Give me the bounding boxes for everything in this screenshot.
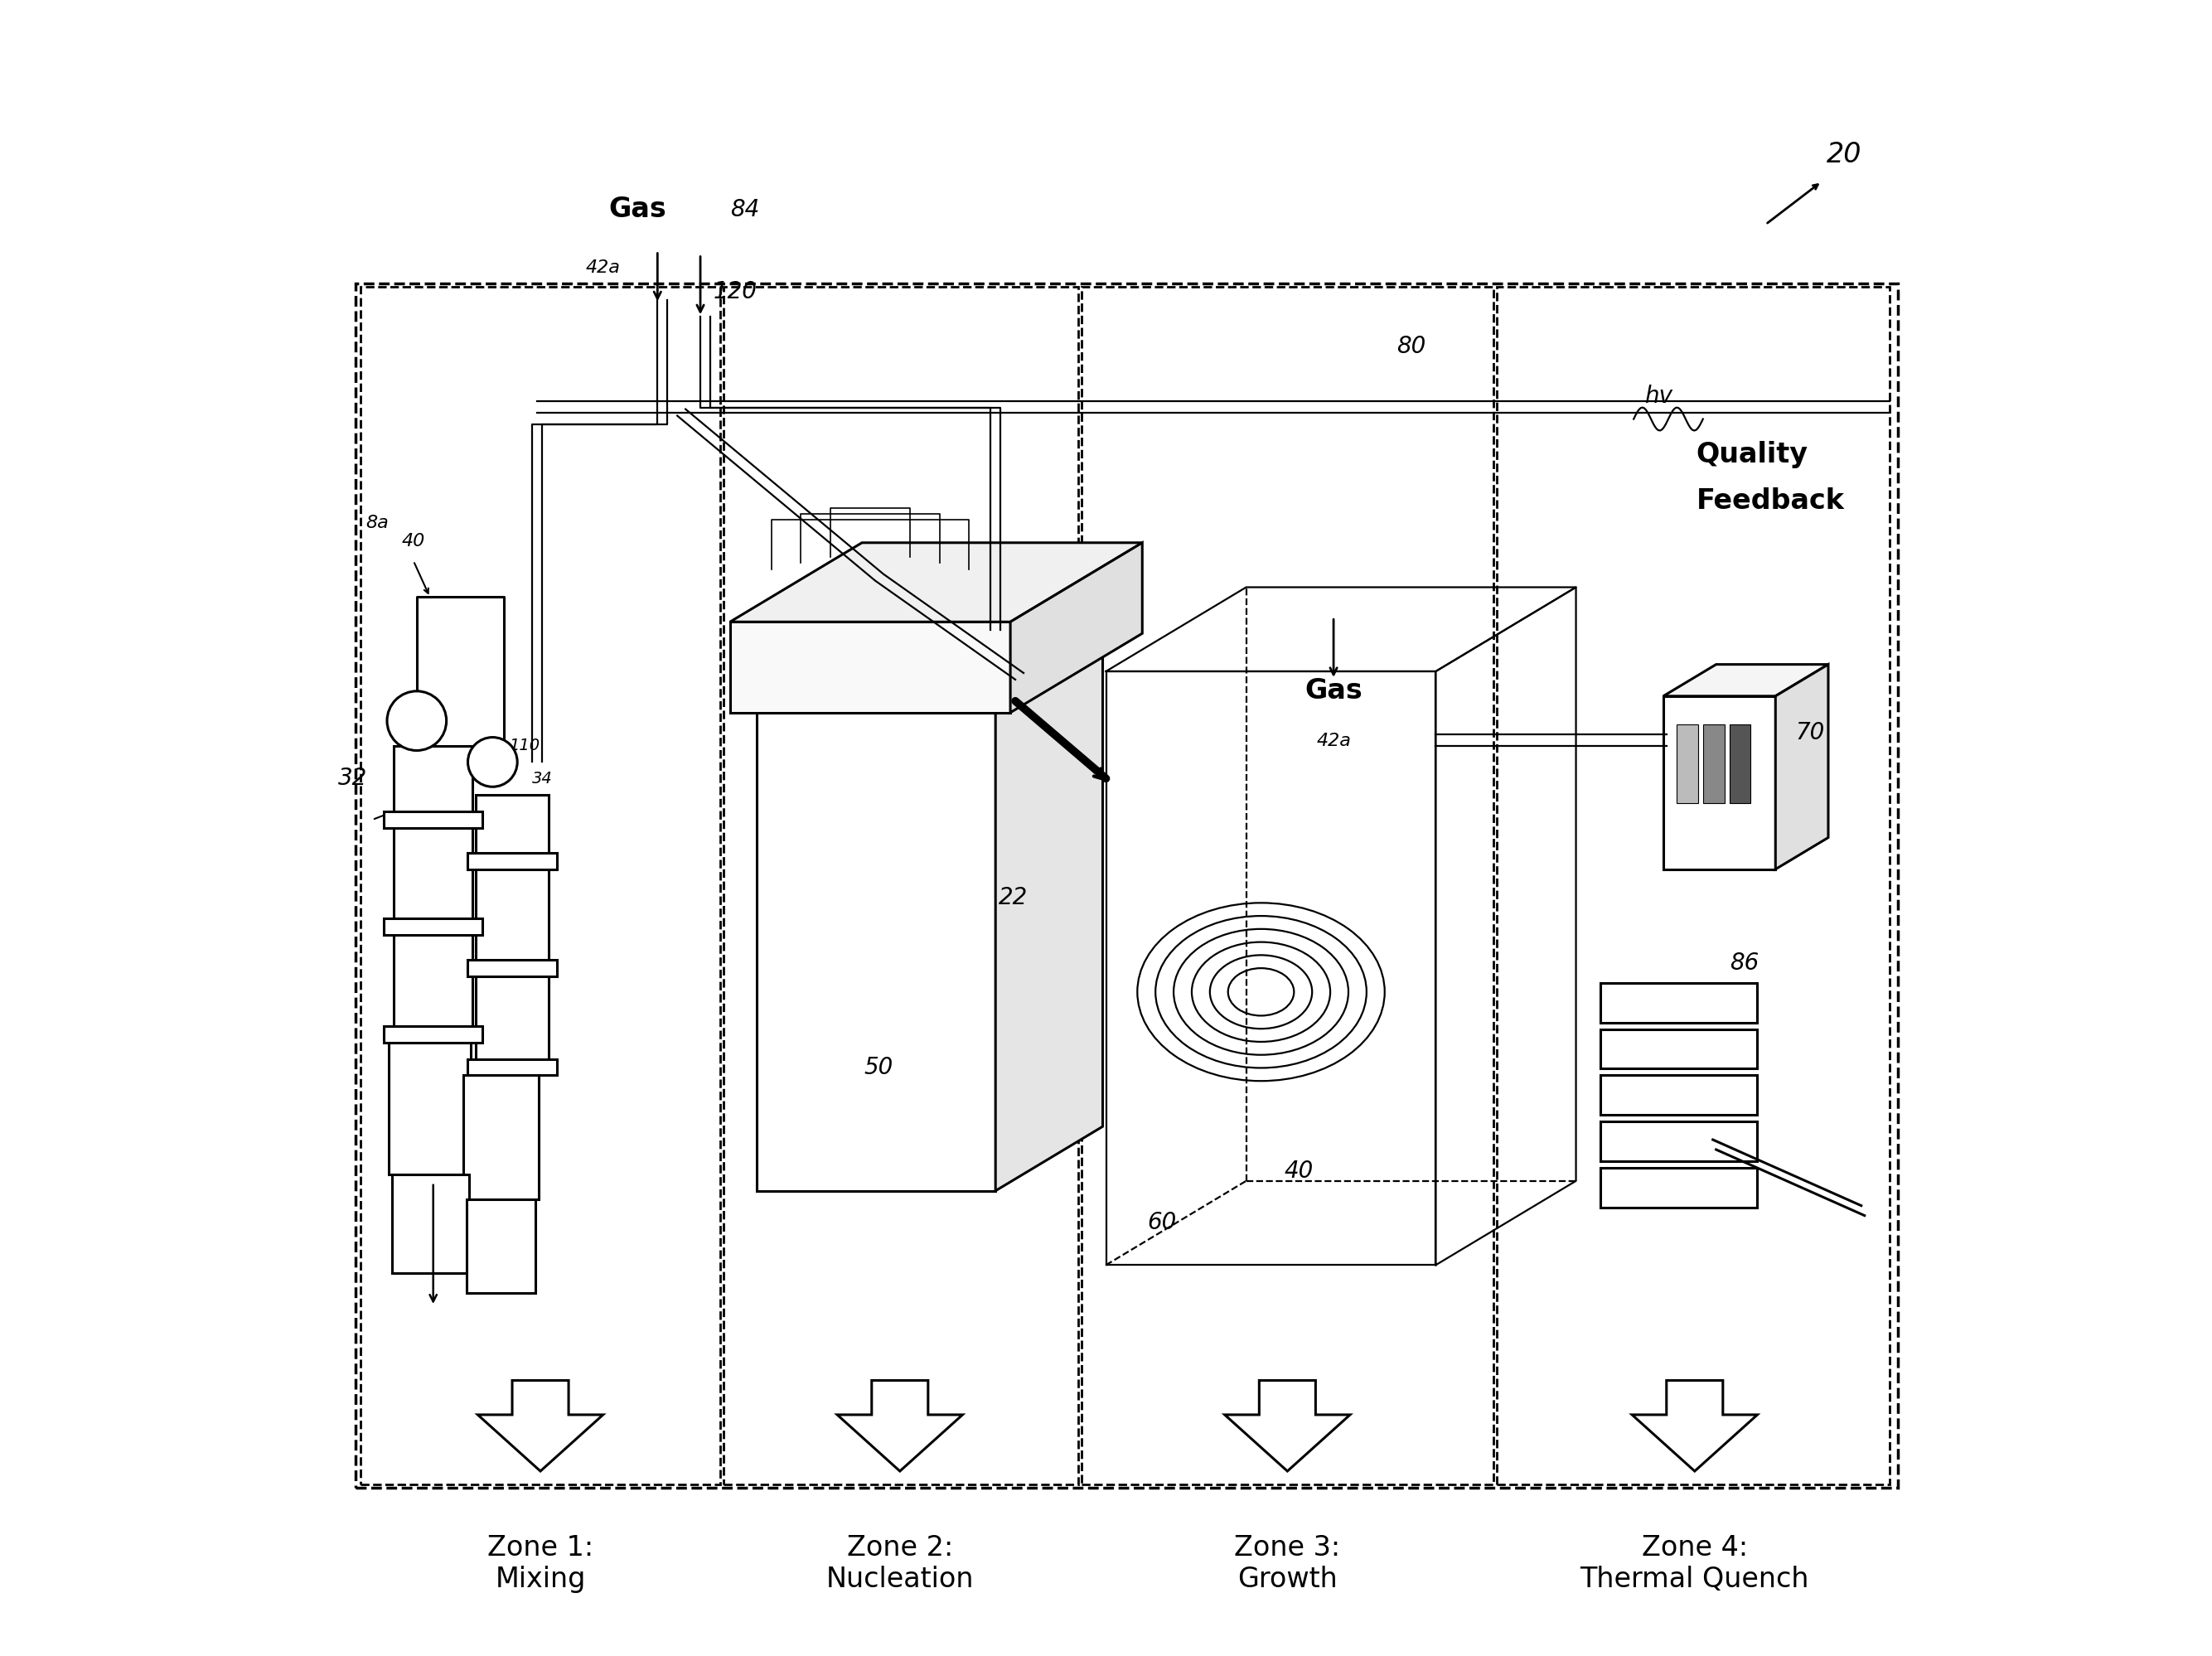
Bar [476, 795, 549, 1066]
Text: Zone 3:
Growth: Zone 3: Growth [1234, 1533, 1340, 1593]
Polygon shape [730, 623, 1011, 712]
Text: Zone 2:
Nucleation: Zone 2: Nucleation [825, 1533, 973, 1593]
Text: 32: 32 [338, 767, 367, 790]
Polygon shape [1663, 696, 1776, 869]
Bar [1677, 724, 1699, 803]
Text: Feedback: Feedback [1697, 487, 1845, 515]
Polygon shape [478, 1381, 604, 1471]
Bar [467, 1199, 535, 1293]
Circle shape [387, 691, 447, 750]
Polygon shape [995, 647, 1104, 1191]
Text: Gas: Gas [608, 195, 666, 224]
Bar [469, 1058, 557, 1075]
Bar [356, 283, 1898, 1487]
Polygon shape [1011, 543, 1141, 712]
Polygon shape [1632, 1381, 1756, 1471]
Text: 42a: 42a [586, 258, 619, 275]
Text: 20: 20 [1827, 141, 1863, 169]
Bar [394, 745, 473, 1033]
Polygon shape [730, 543, 1141, 623]
Text: 42a: 42a [1316, 732, 1352, 749]
Text: 110: 110 [509, 737, 540, 753]
Bar [389, 1042, 471, 1174]
Text: 80: 80 [1396, 335, 1427, 358]
Bar [1601, 1028, 1756, 1068]
Bar [1601, 1167, 1756, 1207]
Text: 40: 40 [1285, 1159, 1314, 1182]
Text: Quality: Quality [1697, 440, 1807, 469]
Bar [383, 919, 482, 936]
Bar [723, 286, 1077, 1484]
Text: 50: 50 [865, 1055, 894, 1078]
Bar [383, 1025, 482, 1042]
Polygon shape [1776, 664, 1829, 869]
Bar [383, 811, 482, 828]
Bar [1601, 1075, 1756, 1114]
Circle shape [469, 737, 518, 787]
Polygon shape [836, 1381, 962, 1471]
Text: 40: 40 [403, 533, 425, 550]
Bar [1082, 286, 1493, 1484]
Bar [392, 1174, 469, 1273]
Text: Zone 4:
Thermal Quench: Zone 4: Thermal Quench [1579, 1533, 1809, 1593]
Bar [469, 960, 557, 977]
Text: 70: 70 [1796, 720, 1825, 744]
Text: 120: 120 [714, 280, 757, 303]
Text: 34: 34 [533, 770, 553, 787]
Bar [361, 286, 721, 1484]
Text: Gas: Gas [1305, 677, 1363, 704]
Bar [1601, 1121, 1756, 1161]
Text: 8a: 8a [365, 515, 389, 532]
Bar [1703, 724, 1725, 803]
Polygon shape [757, 647, 1104, 712]
Bar [462, 1075, 540, 1199]
Text: 86: 86 [1730, 952, 1759, 975]
Polygon shape [757, 712, 995, 1191]
Text: 60: 60 [1148, 1211, 1177, 1234]
Text: 84: 84 [730, 199, 759, 222]
Polygon shape [1225, 1381, 1349, 1471]
Text: 22: 22 [1000, 886, 1029, 909]
Text: Zone 1:
Mixing: Zone 1: Mixing [487, 1533, 593, 1593]
Bar [469, 853, 557, 869]
Bar [1730, 724, 1750, 803]
Bar [1498, 286, 1889, 1484]
Polygon shape [1663, 664, 1829, 696]
Text: hv: hv [1644, 384, 1672, 407]
Bar [1601, 984, 1756, 1023]
